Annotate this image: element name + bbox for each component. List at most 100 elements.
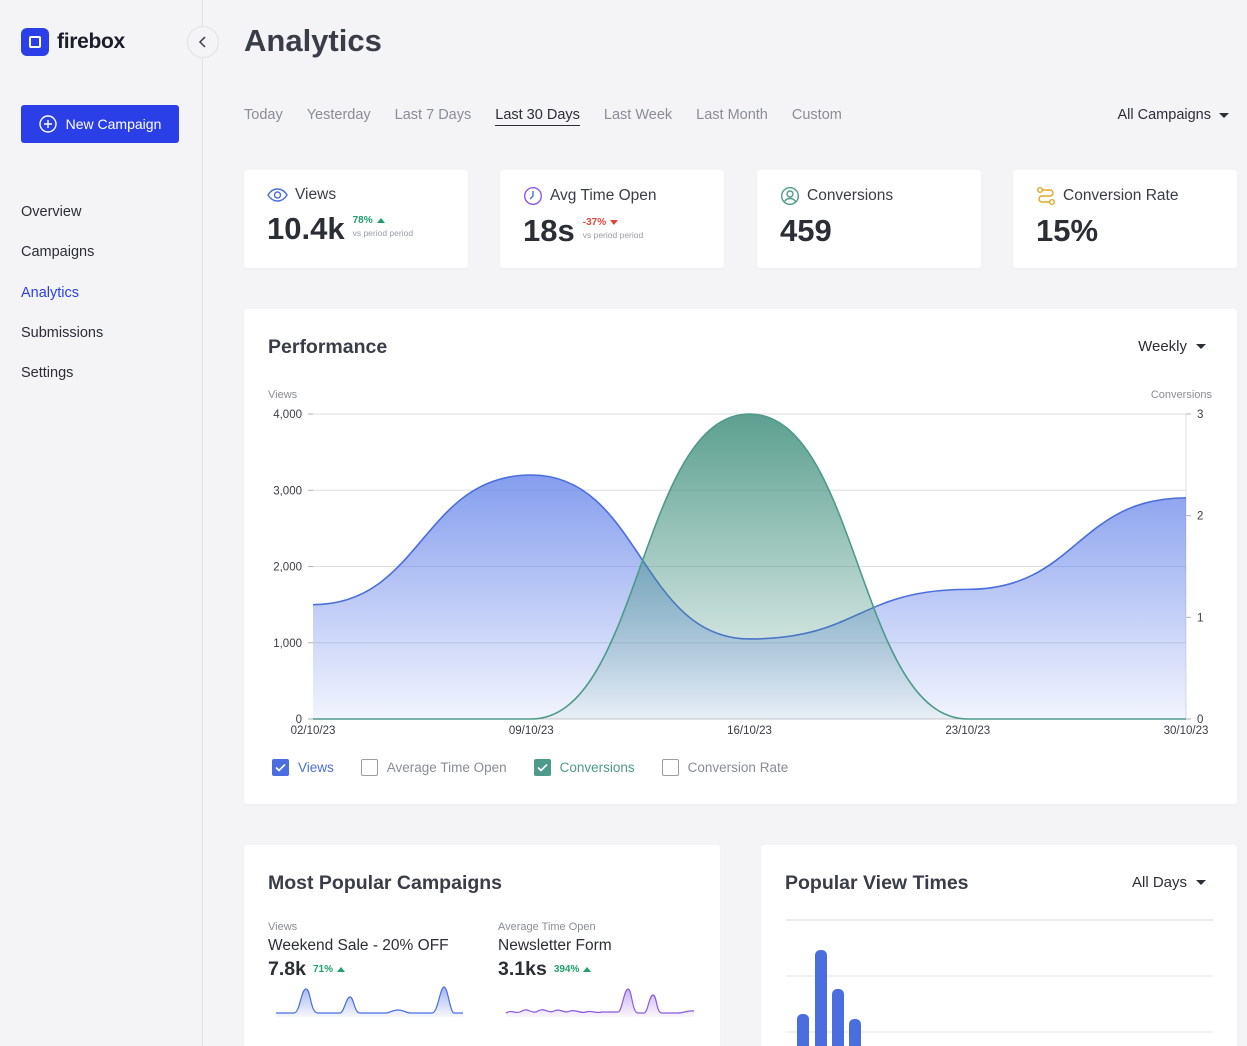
arrow-down-icon (610, 220, 619, 225)
caret-down-icon (1196, 344, 1206, 349)
checkbox-empty-icon (661, 759, 679, 776)
page-title: Analytics (244, 23, 382, 58)
legend-label: Conversion Rate (687, 760, 789, 775)
checkbox-checked-icon (272, 759, 289, 776)
campaign-change: 394% (554, 964, 592, 975)
legend-views[interactable]: Views (272, 759, 334, 776)
y-axis-label: Views (268, 389, 298, 401)
legend-conversion-rate[interactable]: Conversion Rate (661, 759, 789, 776)
y-tick-label: 0 (296, 714, 302, 726)
x-tick-label: 16/10/23 (727, 725, 772, 737)
performance-card: Performance Weekly Views Conversions 4,0… (244, 309, 1237, 804)
campaign-filter-dropdown[interactable]: All Campaigns (1117, 107, 1229, 123)
caret-down-icon (1196, 880, 1206, 885)
view-times-bar (832, 989, 844, 1046)
x-tick-label: 02/10/23 (291, 725, 336, 737)
y2-axis-label: Conversions (1151, 389, 1213, 401)
route-icon (1037, 187, 1055, 205)
y2-tick-label: 2 (1197, 511, 1203, 523)
campaign-value: 3.1ks (498, 958, 547, 980)
sidebar-item-submissions[interactable]: Submissions (21, 325, 104, 342)
stat-change: -37% (583, 217, 643, 228)
stat-value: 15% (1036, 213, 1099, 248)
campaign-metric: Average Time Open (498, 921, 596, 933)
sidebar: firebox New Campaign Overview Campaigns … (0, 0, 203, 1046)
performance-chart: Views Conversions 4,0003,0002,0001,00003… (268, 389, 1213, 737)
days-filter-dropdown[interactable]: All Days (1132, 874, 1206, 891)
eye-icon (267, 188, 288, 202)
y-tick-label: 3,000 (273, 485, 302, 497)
date-range-tabs: Today Yesterday Last 7 Days Last 30 Days… (244, 107, 842, 126)
checkbox-empty-icon (360, 759, 378, 776)
campaign-sparkline (505, 988, 695, 1017)
range-last-week[interactable]: Last Week (603, 107, 673, 123)
arrow-up-icon (583, 967, 592, 972)
y-tick-label: 2,000 (273, 562, 302, 574)
campaign-change: 71% (313, 964, 345, 975)
collapse-sidebar-button[interactable] (187, 26, 219, 58)
range-last-30-days[interactable]: Last 30 Days (495, 107, 580, 126)
x-tick-label: 09/10/23 (509, 725, 554, 737)
interval-value: Weekly (1138, 338, 1187, 355)
stat-value: 10.4k (267, 211, 345, 246)
popular-view-times-title: Popular View Times (785, 872, 969, 894)
range-last-7-days[interactable]: Last 7 Days (394, 107, 472, 123)
interval-dropdown[interactable]: Weekly (1138, 338, 1206, 355)
y2-tick-label: 0 (1197, 714, 1203, 726)
plus-circle-icon (38, 115, 57, 133)
campaign-metric: Views (268, 921, 298, 933)
legend-conversions[interactable]: Conversions (533, 759, 635, 776)
legend-label: Conversions (559, 760, 635, 775)
range-last-month[interactable]: Last Month (696, 107, 768, 123)
campaign-sparkline (276, 986, 463, 1017)
campaign-filter-value: All Campaigns (1117, 107, 1212, 123)
popular-campaigns-title: Most Popular Campaigns (268, 872, 503, 894)
view-times-bar (797, 1014, 809, 1046)
stat-card-views: Views 10.4k 78% vs period period (244, 170, 468, 268)
stat-card-avg-time-open: Avg Time Open 18s -37% vs period period (500, 170, 724, 268)
arrow-up-icon (336, 967, 345, 972)
checkbox-checked-icon (533, 759, 551, 776)
stat-change-caption: vs period period (352, 228, 414, 238)
popular-view-times-card: Popular View Times All Days (761, 845, 1237, 1046)
stat-label: Conversion Rate (1063, 187, 1179, 204)
stat-value: 18s (523, 213, 575, 248)
logo-text: firebox (57, 30, 125, 53)
stat-label: Conversions (807, 187, 894, 204)
logo[interactable]: firebox (21, 28, 125, 56)
sidebar-item-overview[interactable]: Overview (21, 204, 82, 221)
sidebar-item-analytics[interactable]: Analytics (21, 284, 80, 301)
sidebar-item-settings[interactable]: Settings (21, 365, 74, 382)
arrow-up-icon (376, 218, 385, 223)
range-today[interactable]: Today (244, 107, 283, 123)
x-tick-label: 30/10/23 (1164, 725, 1209, 737)
days-filter-value: All Days (1131, 874, 1187, 891)
series-line-conversions (313, 413, 1186, 720)
new-campaign-button[interactable]: New Campaign (21, 105, 179, 143)
new-campaign-label: New Campaign (65, 116, 162, 132)
range-custom[interactable]: Custom (791, 107, 842, 123)
sidebar-item-campaigns[interactable]: Campaigns (21, 244, 95, 261)
y2-tick-label: 1 (1197, 612, 1203, 624)
campaign-name: Newsletter Form (498, 937, 612, 954)
legend-average-time-open[interactable]: Average Time Open (360, 759, 507, 776)
stat-label: Avg Time Open (550, 187, 657, 204)
view-times-bar (849, 1019, 861, 1046)
stat-card-conversion-rate: Conversion Rate 15% (1013, 170, 1237, 268)
stat-value: 459 (780, 213, 832, 248)
stat-change-caption: vs period period (582, 230, 644, 240)
stat-card-conversions: Conversions 459 (757, 170, 981, 268)
legend-label: Average Time Open (386, 760, 507, 775)
view-times-chart (786, 919, 1213, 1046)
range-yesterday[interactable]: Yesterday (306, 107, 371, 123)
user-circle-icon (780, 186, 800, 206)
series-area-conversions (313, 414, 1186, 719)
y2-tick-label: 3 (1197, 409, 1203, 421)
clock-icon (523, 186, 543, 206)
campaign-item[interactable]: Views Weekend Sale - 20% OFF 7.8k 71% (268, 921, 463, 1019)
y-tick-label: 4,000 (273, 409, 302, 421)
sidebar-nav: Overview Campaigns Analytics Submissions… (21, 192, 103, 393)
legend-label: Views (298, 760, 334, 775)
campaign-item[interactable]: Average Time Open Newsletter Form 3.1ks … (498, 921, 698, 1019)
stat-change: 78% (353, 215, 413, 226)
